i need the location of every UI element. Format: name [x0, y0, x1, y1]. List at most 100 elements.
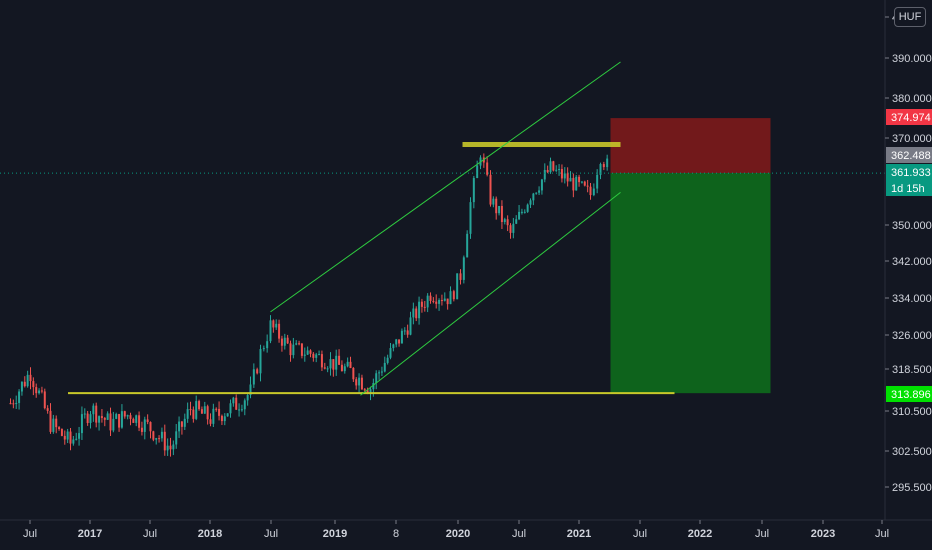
candle-body [538, 190, 541, 193]
candle-body [415, 308, 418, 319]
candle-body [335, 355, 338, 370]
candle [238, 403, 241, 417]
candle [55, 415, 58, 434]
candle-body [140, 427, 143, 432]
candle-body [555, 169, 558, 171]
candle [472, 175, 475, 209]
candle-body [518, 211, 521, 220]
candle [218, 401, 221, 421]
candle [403, 327, 406, 335]
candle [280, 335, 283, 352]
candle-body [120, 411, 123, 428]
candle [456, 273, 459, 300]
y-tick-label: 370.000 [892, 133, 932, 145]
candle [38, 388, 41, 395]
candle-body [63, 435, 66, 440]
candle [26, 370, 29, 388]
candle-body [606, 158, 609, 168]
candle [23, 376, 26, 388]
channel-upper-line[interactable] [270, 61, 621, 313]
short-position-tool[interactable] [610, 118, 771, 394]
candle [143, 416, 146, 440]
candle [578, 174, 581, 187]
candle-body [38, 390, 41, 394]
candle-body [249, 384, 252, 396]
candle-body [560, 169, 563, 179]
candle [466, 230, 469, 258]
candle-body [252, 369, 255, 385]
candle [566, 167, 569, 187]
candle-body [52, 418, 55, 432]
currency-button[interactable]: HUF [894, 7, 926, 27]
candle-body [572, 177, 575, 191]
candle-body [223, 416, 226, 422]
candle-body [29, 374, 32, 382]
candle-body [135, 415, 138, 423]
candle-body [476, 165, 479, 179]
candle-body [602, 164, 605, 168]
candle-body [189, 409, 192, 411]
candle [512, 217, 515, 239]
candle [489, 170, 492, 207]
target-price-tag-label: 313.896 [891, 389, 931, 401]
candle-body [272, 320, 275, 328]
y-tick-label: 295.500 [892, 482, 932, 494]
candle-body [143, 419, 146, 432]
candle-body [472, 178, 475, 203]
candle-body [183, 418, 186, 427]
candle [326, 366, 329, 373]
candle [229, 399, 232, 418]
y-tick-label: 310.500 [892, 406, 932, 418]
candle-body [326, 368, 329, 370]
candle-body [366, 390, 369, 394]
candle-body [440, 300, 443, 302]
candle-body [340, 364, 343, 372]
candle [66, 428, 69, 444]
candle-body [315, 354, 318, 358]
candle-body [89, 414, 92, 424]
candle [40, 386, 43, 394]
candle [278, 319, 281, 343]
candle [406, 324, 409, 338]
take-profit-zone[interactable] [610, 173, 771, 394]
candle [352, 367, 355, 382]
y-tick-label: 334.000 [892, 293, 932, 305]
candle-body [286, 337, 289, 344]
y-tick-label: 302.500 [892, 446, 932, 458]
candle [492, 196, 495, 208]
channel-lower-line[interactable] [360, 191, 621, 396]
candle-body [275, 323, 278, 328]
candle-body [9, 403, 12, 405]
candle-body [423, 306, 426, 308]
candle [223, 413, 226, 426]
y-tick-label: 350.000 [892, 220, 932, 232]
candle [383, 356, 386, 373]
candle-body [109, 413, 112, 431]
candle-body [169, 445, 172, 450]
candle [535, 192, 538, 195]
candle [340, 360, 343, 372]
last-price-tag: 361.933 [886, 164, 932, 180]
drawings[interactable] [0, 61, 885, 396]
candle [346, 357, 349, 368]
candle [249, 376, 252, 399]
candle-body [412, 308, 415, 318]
candle [320, 350, 323, 371]
candle [215, 407, 218, 412]
candle-body [66, 431, 69, 440]
stop-loss-zone[interactable] [610, 118, 771, 174]
candle [195, 395, 198, 421]
candle-body [395, 339, 398, 345]
candle-body [449, 291, 452, 305]
candle-body [332, 359, 335, 370]
price-tags: 374.974 362.488 361.933 1d 15h 313.896 [886, 109, 932, 402]
candle-body [126, 415, 129, 417]
candle [503, 217, 506, 225]
candle [486, 156, 489, 177]
candle-body [352, 367, 355, 380]
candle-body [152, 431, 155, 440]
candle-body [466, 233, 469, 258]
candle-body [132, 418, 135, 423]
